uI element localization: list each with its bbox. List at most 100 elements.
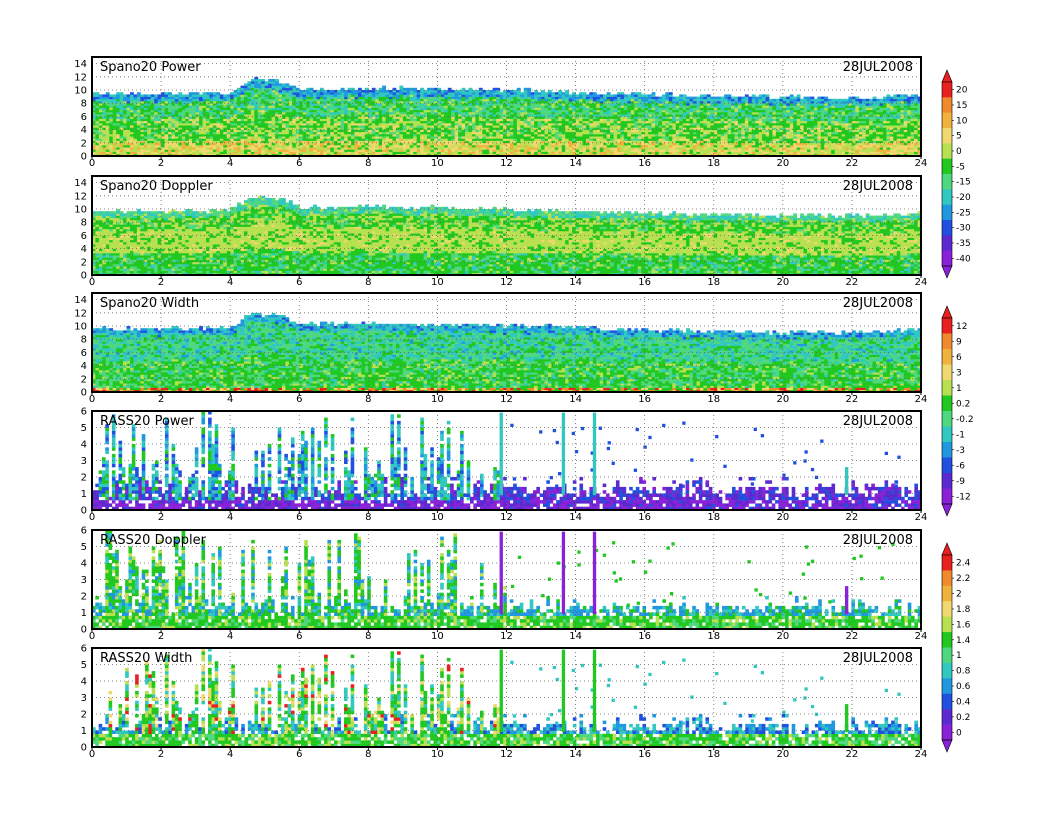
x-tick-label: 4: [227, 158, 233, 169]
panel-field: [92, 312, 922, 393]
x-tick-label: 6: [296, 158, 302, 169]
colorbar-swatch: [942, 395, 952, 412]
x-tick-label: 12: [500, 394, 513, 405]
x-tick-label: 6: [296, 749, 302, 760]
colorbar-swatch: [942, 364, 952, 381]
colorbar-swatch: [942, 411, 952, 427]
colorbar-label: 15: [956, 101, 967, 111]
x-tick-label: 22: [846, 512, 859, 523]
panel-title: Spano20 Width: [100, 296, 199, 311]
colorbar-arrow-bottom: [941, 503, 953, 517]
y-tick-label: 4: [81, 244, 87, 255]
y-tick-label: 3: [81, 456, 87, 467]
x-tick-label: 16: [638, 158, 651, 169]
x-tick-label: 6: [296, 277, 302, 288]
x-tick-label: 24: [915, 158, 928, 169]
x-tick-label: 2: [158, 394, 164, 405]
y-tick-label: 5: [81, 542, 87, 553]
colorbar-swatch: [942, 143, 952, 159]
colorbar-label: 6: [956, 353, 962, 363]
x-tick-label: 6: [296, 631, 302, 642]
x-tick-label: 0: [89, 277, 95, 288]
y-tick-label: 12: [74, 191, 87, 202]
x-tick-label: 8: [365, 749, 371, 760]
x-tick-label: 22: [846, 394, 859, 405]
x-tick-label: 24: [915, 277, 928, 288]
colorbar-label: 3: [956, 368, 962, 378]
colorbar-frame: [941, 554, 953, 741]
x-tick-label: 12: [500, 631, 513, 642]
y-tick-label: 2: [81, 138, 87, 149]
colorbar-swatch: [942, 318, 952, 334]
x-tick-label: 4: [227, 631, 233, 642]
colorbar-swatch: [942, 97, 952, 113]
colorbar-label: 0.6: [956, 682, 971, 692]
y-tick-label: 14: [74, 295, 87, 306]
x-tick-label: 18: [707, 749, 720, 760]
colorbar-arrow-bottom: [941, 265, 953, 279]
colorbar-label: -1: [956, 430, 965, 440]
x-tick-label: 6: [296, 512, 302, 523]
y-tick-label: 1: [81, 608, 87, 619]
colorbar-label: -35: [956, 239, 971, 249]
colorbar-label: 1.8: [956, 605, 971, 615]
y-tick-label: 10: [74, 205, 87, 216]
colorbar-3: 2.4 2.2 2 1.8 1.6 1.4 1 0.8 0.6 0.4 0.2 0: [941, 542, 971, 753]
x-tick-label: 0: [89, 158, 95, 169]
x-tick-label: 18: [707, 277, 720, 288]
x-tick-label: 18: [707, 631, 720, 642]
x-tick-label: 18: [707, 394, 720, 405]
y-tick-label: 8: [81, 335, 87, 346]
x-tick-label: 4: [227, 277, 233, 288]
y-tick-label: 6: [81, 112, 87, 123]
y-tick-label: 2: [81, 473, 87, 484]
colorbar-swatch: [942, 724, 952, 741]
y-tick-label: 6: [81, 231, 87, 242]
colorbar-swatch: [942, 235, 952, 251]
y-tick-label: 5: [81, 660, 87, 671]
y-tick-label: 10: [74, 322, 87, 333]
colorbar-swatch: [942, 488, 952, 505]
colorbar-label: 1: [956, 651, 962, 661]
colorbar-arrow-top: [941, 542, 953, 556]
x-tick-label: 14: [569, 749, 582, 760]
colorbar-label: -12: [956, 492, 971, 502]
y-tick-label: 0: [81, 152, 87, 163]
y-tick-label: 0: [81, 743, 87, 754]
panel-title: Spano20 Doppler: [100, 179, 213, 194]
x-tick-label: 2: [158, 277, 164, 288]
y-tick-label: 0: [81, 271, 87, 282]
colorbar-label: 10: [956, 116, 968, 126]
x-tick-label: 16: [638, 277, 651, 288]
panel-date: 28JUL2008: [843, 179, 913, 194]
colorbar-label: 1.6: [956, 620, 971, 630]
colorbar-swatch: [942, 662, 952, 679]
x-tick-label: 14: [569, 512, 582, 523]
colorbar-label: -15: [956, 178, 971, 188]
y-tick-label: 0: [81, 506, 87, 517]
y-tick-label: 4: [81, 677, 87, 688]
y-tick-label: 1: [81, 489, 87, 500]
x-tick-label: 8: [365, 394, 371, 405]
panel-date: 28JUL2008: [843, 60, 913, 75]
colorbar-label: 9: [956, 337, 962, 347]
colorbar-swatch: [942, 128, 952, 144]
y-tick-label: 8: [81, 218, 87, 229]
x-tick-label: 8: [365, 512, 371, 523]
x-tick-label: 18: [707, 512, 720, 523]
colorbar-frame: [941, 81, 953, 267]
x-tick-label: 14: [569, 631, 582, 642]
y-tick-label: 4: [81, 559, 87, 570]
x-tick-label: 16: [638, 631, 651, 642]
x-tick-label: 14: [569, 158, 582, 169]
x-tick-label: 10: [431, 749, 444, 760]
x-tick-label: 22: [846, 277, 859, 288]
x-tick-label: 16: [638, 394, 651, 405]
colorbar-swatch: [942, 82, 952, 98]
panel-field: [92, 648, 922, 748]
